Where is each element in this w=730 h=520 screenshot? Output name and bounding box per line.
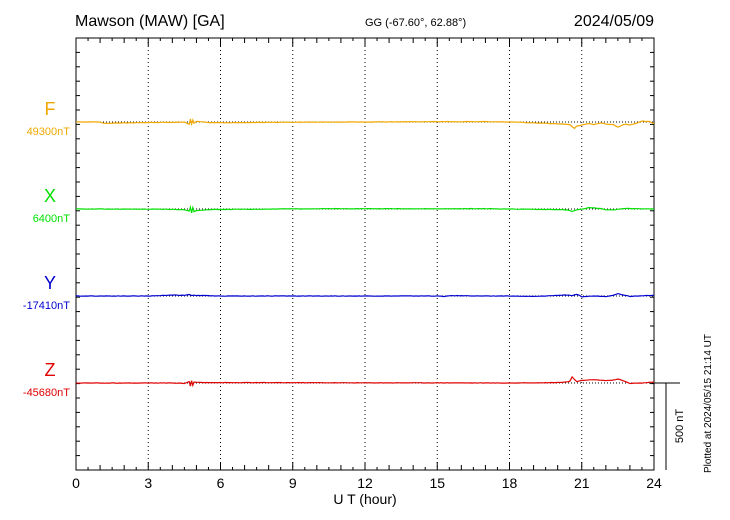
trace-X — [75, 205, 655, 214]
baselines — [76, 121, 654, 384]
axis-ticks — [75, 37, 655, 471]
baseline-label-F: 49300nT — [27, 126, 71, 138]
x-tick-label: 15 — [429, 475, 445, 491]
x-tick-label: 9 — [289, 475, 297, 491]
date-label: 2024/05/09 — [574, 13, 654, 30]
x-tick-label: 24 — [646, 475, 662, 491]
coordinates-label: GG (-67.60°, 62.88°) — [365, 17, 466, 29]
x-tick-label: 12 — [357, 475, 373, 491]
series-name-X: X — [44, 186, 56, 206]
baseline-label-Z: -45680nT — [23, 387, 70, 399]
series-name-Z: Z — [45, 360, 56, 380]
scale-bar-label: 500 nT — [674, 409, 686, 444]
x-tick-label: 3 — [144, 475, 152, 491]
trace-F — [75, 118, 655, 130]
series-labels: F 49300nT X 6400nT Y -17410nT Z -45680nT — [23, 99, 70, 399]
vertical-gridlines — [147, 38, 583, 470]
x-tick-label: 21 — [574, 475, 590, 491]
x-axis-label: U T (hour) — [333, 491, 396, 507]
trace-Y — [75, 292, 654, 298]
x-tick-labels: 0 3 6 9 12 15 18 21 24 — [72, 475, 662, 491]
station-title: Mawson (MAW) [GA] — [75, 13, 225, 30]
baseline-label-Y: -17410nT — [23, 300, 70, 312]
x-tick-label: 0 — [72, 475, 80, 491]
x-tick-label: 6 — [217, 475, 225, 491]
series-name-Y: Y — [44, 273, 56, 293]
data-traces — [75, 118, 655, 388]
baseline-label-X: 6400nT — [33, 213, 71, 225]
series-name-F: F — [45, 99, 56, 119]
x-tick-label: 18 — [502, 475, 518, 491]
plot-timestamp-note: Plotted at 2024/05/15 21:14 UT — [703, 334, 714, 473]
trace-Z — [75, 375, 655, 388]
